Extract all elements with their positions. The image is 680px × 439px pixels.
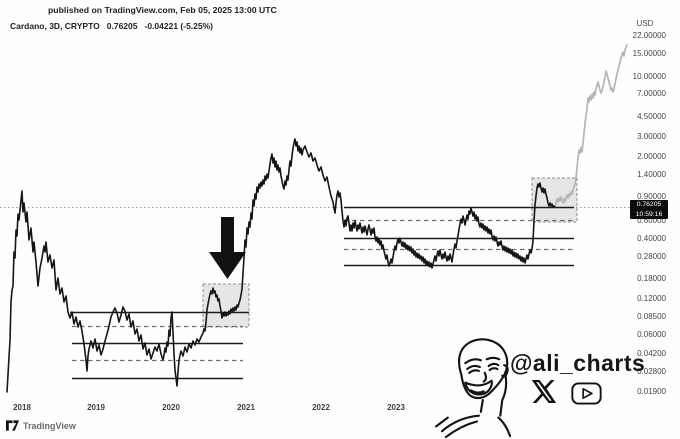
symbol-name[interactable]: Cardano, 3D, CRYPTO bbox=[10, 21, 100, 31]
price-axis-label: 0.40000 bbox=[637, 234, 666, 243]
tradingview-logo[interactable]: TradingView bbox=[6, 420, 76, 431]
price-axis-label: 1.40000 bbox=[637, 170, 666, 179]
price-axis-currency: USD bbox=[636, 19, 654, 28]
price-axis-label: 0.04200 bbox=[637, 349, 666, 358]
price-axis-label: 15.00000 bbox=[632, 49, 666, 58]
price-axis-label: 0.60000 bbox=[637, 216, 666, 225]
tradingview-logo-text: TradingView bbox=[23, 420, 76, 431]
time-axis-label: 2018 bbox=[13, 403, 31, 412]
current-price-tag: 0.76205 10:59:16 bbox=[630, 200, 668, 219]
price-axis-label: 0.08500 bbox=[637, 312, 666, 321]
laughing-man-doodle bbox=[435, 338, 512, 439]
price-axis-label: 22.00000 bbox=[632, 31, 666, 40]
time-axis-label: 2020 bbox=[162, 403, 180, 412]
x-logo-icon bbox=[531, 380, 557, 403]
price-axis-label: 4.50000 bbox=[637, 112, 666, 121]
time-axis-label: 2021 bbox=[237, 403, 255, 412]
price-axis-label: 7.00000 bbox=[637, 89, 666, 98]
price-axis-label: 0.28000 bbox=[637, 252, 666, 261]
symbol-summary: Cardano, 3D, CRYPTO 0.76205 -0.04221 (-5.2… bbox=[10, 21, 220, 31]
price-axis-label: 0.12000 bbox=[637, 294, 666, 303]
price-axis-label: 0.06000 bbox=[637, 330, 666, 339]
price-change: -0.04221 (-5.25%) bbox=[144, 21, 213, 31]
watermark: @ali_charts bbox=[430, 330, 680, 439]
price-axis-label: 0.90000 bbox=[637, 192, 666, 201]
time-axis-label: 2023 bbox=[387, 403, 405, 412]
current-price-value: 0.76205 bbox=[636, 201, 662, 208]
price-axis-label: 10.00000 bbox=[632, 72, 666, 81]
youtube-play-icon bbox=[571, 382, 602, 405]
price-axis-label: 2.00000 bbox=[637, 152, 666, 161]
time-axis-label: 2019 bbox=[87, 403, 105, 412]
price-axis-label: 3.00000 bbox=[637, 132, 666, 141]
author-handle: @ali_charts bbox=[510, 350, 646, 376]
price-axis-label: 0.01900 bbox=[637, 387, 666, 396]
time-axis-label: 2022 bbox=[312, 403, 330, 412]
published-caption: published on TradingView.com, Feb 05, 20… bbox=[48, 5, 277, 15]
price-axis-label: 0.18000 bbox=[637, 274, 666, 283]
last-price: 0.76205 bbox=[106, 21, 138, 31]
bar-countdown: 10:59:16 bbox=[635, 210, 663, 218]
breakout-arrow bbox=[209, 217, 246, 279]
price-axis-label: 0.02800 bbox=[637, 367, 666, 376]
projected-breakout-path bbox=[554, 44, 628, 208]
tradingview-logo-icon bbox=[6, 420, 19, 431]
ADA-price-history bbox=[6, 138, 556, 393]
